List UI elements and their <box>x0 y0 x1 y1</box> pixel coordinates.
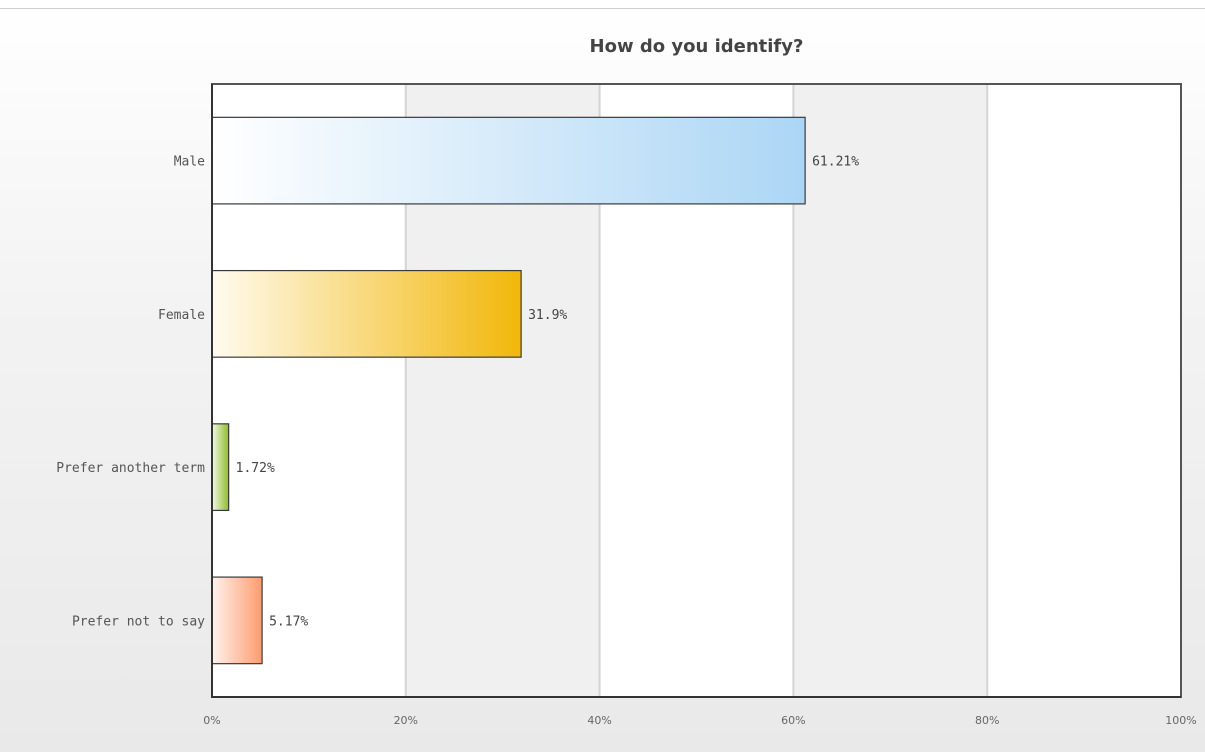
category-label: Prefer another term <box>56 461 205 476</box>
data-label: 5.17% <box>269 614 308 629</box>
x-tick-label: 40% <box>587 714 611 727</box>
data-label: 61.21% <box>812 155 859 170</box>
category-label: Prefer not to say <box>72 614 205 629</box>
plot-band <box>793 84 988 697</box>
chart-title: How do you identify? <box>589 36 804 57</box>
category-label: Female <box>158 308 205 323</box>
x-tick-label: 80% <box>975 714 999 727</box>
x-tick-label: 60% <box>781 714 805 727</box>
data-label: 1.72% <box>236 461 275 476</box>
plot-band <box>987 84 1181 697</box>
category-label: Male <box>174 155 205 170</box>
bar <box>211 423 230 512</box>
bar <box>211 269 522 358</box>
bar <box>211 576 263 665</box>
top-rule <box>0 8 1205 9</box>
x-tick-label: 100% <box>1165 714 1196 727</box>
x-tick-label: 20% <box>394 714 418 727</box>
data-label: 31.9% <box>528 308 567 323</box>
x-tick-label: 0% <box>203 714 220 727</box>
bar <box>211 116 806 205</box>
